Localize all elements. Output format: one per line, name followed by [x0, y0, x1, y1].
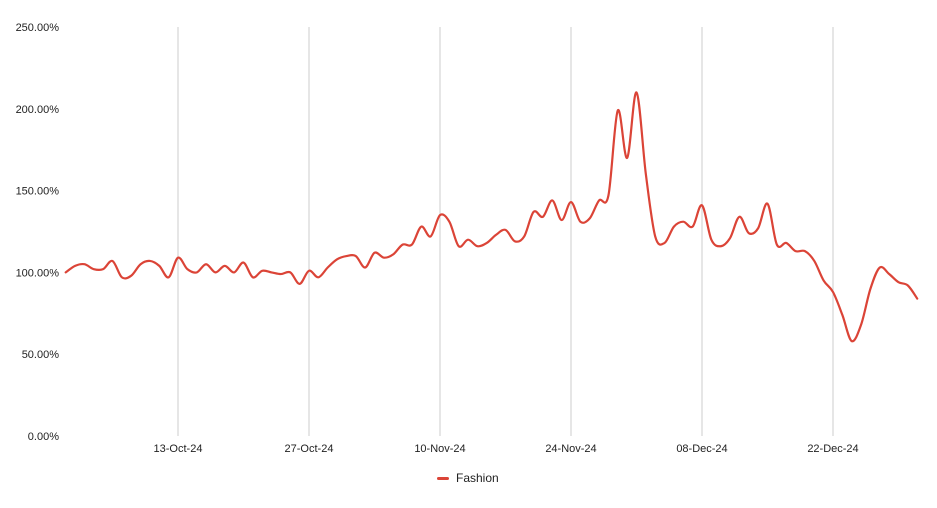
- x-tick-label: 13-Oct-24: [154, 443, 203, 455]
- y-axis-tick-labels: 0.00% 50.00% 100.00% 150.00% 200.00% 250.00%: [16, 22, 60, 443]
- x-tick-label: 08-Dec-24: [676, 443, 727, 455]
- y-tick-label: 150.00%: [16, 186, 60, 198]
- series-layer: [64, 91, 919, 343]
- legend[interactable]: Fashion: [437, 470, 499, 486]
- x-tick-label: 22-Dec-24: [807, 443, 858, 455]
- series-line-fashion[interactable]: [64, 91, 919, 343]
- y-tick-label: 200.00%: [16, 104, 60, 116]
- x-axis-tick-labels: 13-Oct-24 27-Oct-24 10-Nov-24 24-Nov-24 08-D…: [154, 443, 859, 455]
- y-tick-label: 250.00%: [16, 22, 60, 34]
- x-tick-label: 24-Nov-24: [545, 443, 596, 455]
- y-tick-label: 100.00%: [16, 267, 60, 279]
- y-tick-label: 0.00%: [28, 431, 59, 443]
- x-tick-label: 10-Nov-24: [414, 443, 465, 455]
- x-tick-label: 27-Oct-24: [285, 443, 334, 455]
- legend-label-fashion: Fashion: [456, 471, 499, 485]
- y-tick-label: 50.00%: [22, 349, 60, 361]
- gridlines: [177, 27, 834, 436]
- legend-swatch-fashion: [437, 476, 449, 480]
